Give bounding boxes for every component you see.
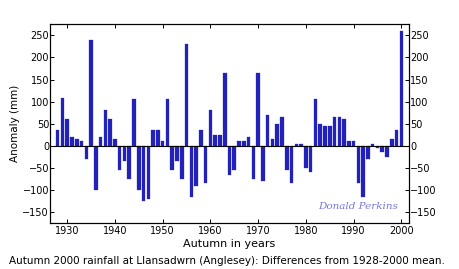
Bar [299, 144, 303, 146]
Bar [295, 144, 298, 146]
Bar [390, 139, 394, 146]
Bar [199, 130, 203, 146]
Bar [252, 146, 255, 179]
Bar [180, 146, 184, 179]
Bar [118, 146, 122, 170]
Bar [166, 100, 169, 146]
Bar [395, 130, 398, 146]
Bar [228, 146, 231, 175]
Bar [323, 126, 327, 146]
Bar [151, 130, 155, 146]
Bar [128, 146, 131, 179]
Bar [56, 130, 60, 146]
Bar [400, 31, 403, 146]
Bar [271, 139, 274, 146]
Bar [352, 141, 355, 146]
Bar [242, 141, 246, 146]
Bar [333, 117, 336, 146]
Bar [381, 146, 384, 153]
Bar [80, 141, 84, 146]
Bar [285, 146, 289, 170]
Bar [213, 135, 217, 146]
Bar [371, 144, 375, 146]
Bar [280, 117, 284, 146]
Bar [337, 117, 341, 146]
Bar [113, 139, 117, 146]
Bar [123, 146, 126, 161]
Bar [99, 137, 102, 146]
Bar [161, 141, 164, 146]
Bar [132, 100, 136, 146]
Bar [342, 119, 346, 146]
Bar [66, 119, 69, 146]
Bar [376, 146, 379, 148]
Bar [361, 146, 365, 197]
Bar [313, 100, 317, 146]
Bar [309, 146, 313, 172]
Bar [319, 124, 322, 146]
Bar [237, 141, 241, 146]
Bar [185, 44, 188, 146]
Bar [175, 146, 179, 161]
Bar [61, 98, 64, 146]
Bar [84, 146, 88, 159]
Bar [94, 146, 98, 190]
Bar [257, 73, 260, 146]
Y-axis label: Anomaly (mm): Anomaly (mm) [10, 85, 20, 162]
X-axis label: Autumn in years: Autumn in years [184, 239, 275, 249]
Bar [366, 146, 369, 159]
Bar [108, 119, 112, 146]
Bar [347, 141, 351, 146]
Bar [142, 146, 146, 201]
Bar [385, 146, 389, 157]
Bar [247, 137, 251, 146]
Bar [261, 146, 265, 181]
Bar [208, 111, 212, 146]
Bar [137, 146, 140, 190]
Bar [146, 146, 150, 199]
Bar [357, 146, 360, 183]
Bar [233, 146, 236, 170]
Bar [223, 73, 227, 146]
Bar [104, 111, 107, 146]
Bar [304, 146, 308, 168]
Bar [190, 146, 193, 197]
Bar [204, 146, 207, 183]
Bar [75, 139, 78, 146]
Text: Donald Perkins: Donald Perkins [318, 202, 398, 211]
Bar [266, 115, 269, 146]
Bar [70, 137, 74, 146]
Bar [328, 126, 331, 146]
Bar [275, 124, 279, 146]
Text: Autumn 2000 rainfall at Llansadwrn (Anglesey): Differences from 1928-2000 mean.: Autumn 2000 rainfall at Llansadwrn (Angl… [9, 256, 445, 266]
Bar [218, 135, 222, 146]
Bar [194, 146, 198, 186]
Bar [156, 130, 160, 146]
Bar [290, 146, 293, 183]
Bar [90, 40, 93, 146]
Bar [170, 146, 174, 170]
